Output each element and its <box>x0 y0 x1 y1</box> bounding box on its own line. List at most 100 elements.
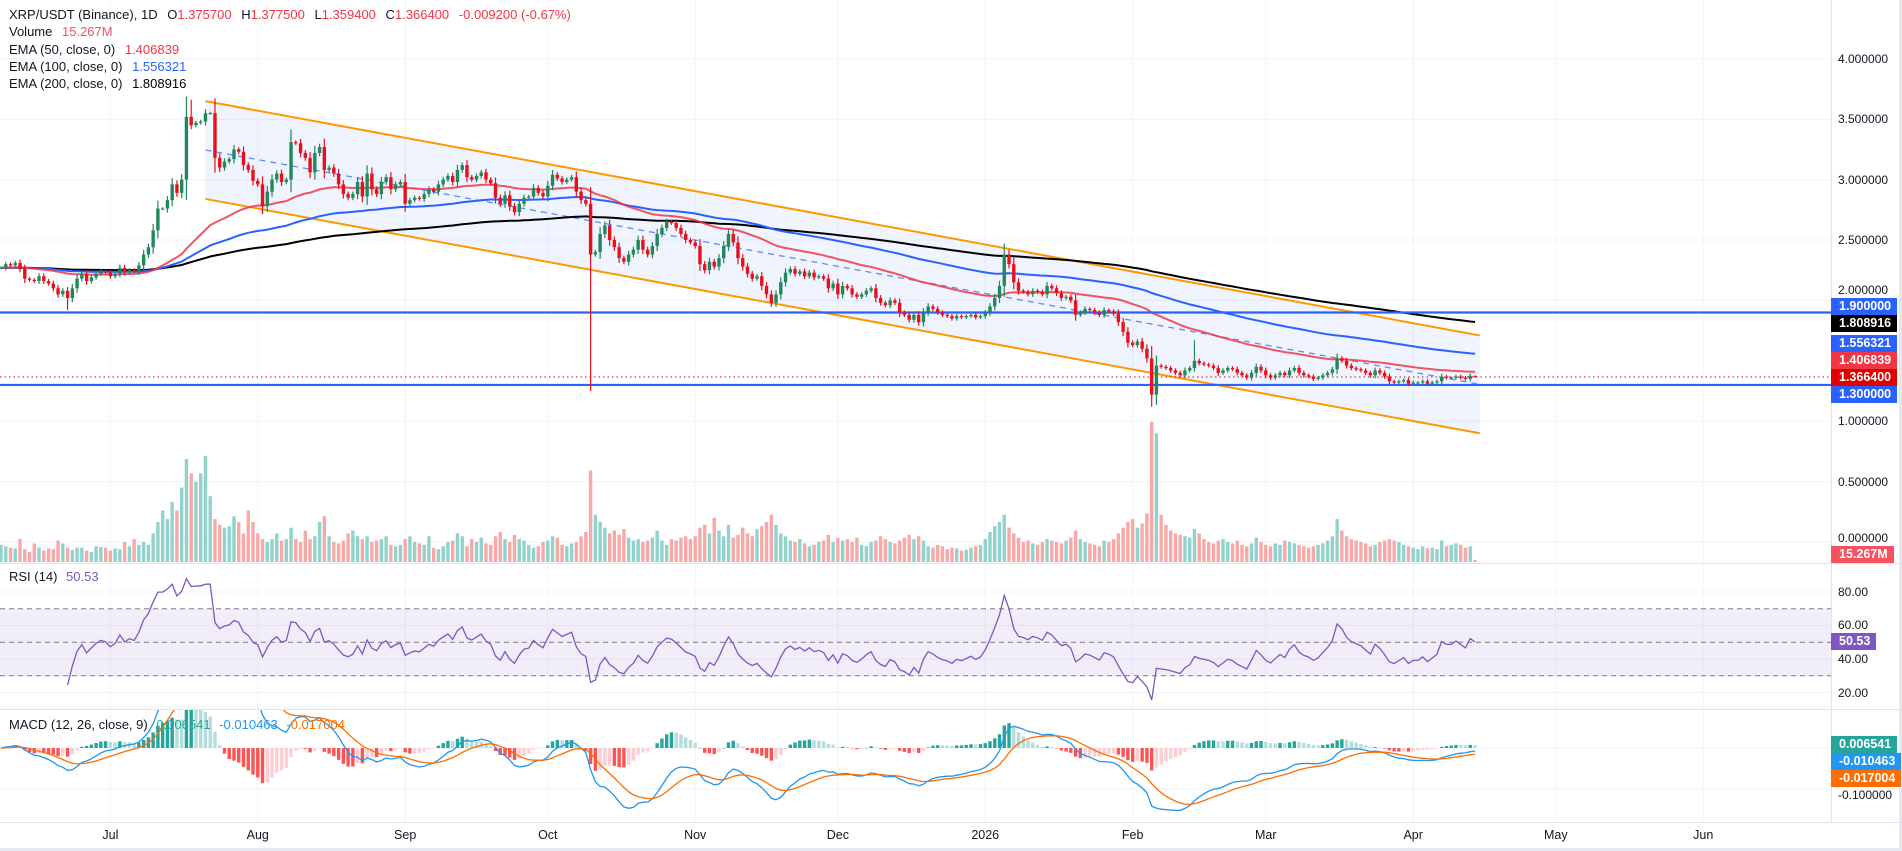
macd-histogram-bar <box>460 736 464 748</box>
volume-bar <box>1149 421 1154 562</box>
candle-body <box>1188 368 1192 371</box>
macd-histogram-bar <box>1283 743 1287 748</box>
candle-body <box>1292 368 1297 371</box>
candle <box>308 152 312 179</box>
macd-histogram-bar <box>1392 748 1396 752</box>
candle-body <box>132 270 136 272</box>
pane-separator[interactable] <box>0 563 1899 564</box>
candle-body <box>398 182 403 185</box>
macd-histogram-bar <box>1468 744 1472 748</box>
candle-body <box>555 174 560 179</box>
pane-separator[interactable] <box>0 709 1899 710</box>
macd-histogram-bar <box>1164 748 1168 762</box>
candle-body <box>517 203 521 213</box>
macd-histogram-bar <box>750 748 754 753</box>
main-legend: XRP/USDT (Binance), 1D O1.375700 H1.3775… <box>9 6 571 92</box>
candle-body <box>1021 290 1025 292</box>
candle-body <box>446 175 450 180</box>
candle <box>199 119 203 125</box>
volume-bar <box>1154 433 1159 562</box>
candle-body <box>374 189 379 195</box>
volume-bar <box>636 539 640 562</box>
volume-bar <box>156 521 160 562</box>
symbol-title[interactable]: XRP/USDT (Binance), 1D <box>9 7 158 22</box>
candle-body <box>165 200 170 209</box>
candle <box>950 313 954 321</box>
candle-body <box>1249 372 1254 378</box>
candle <box>1302 370 1306 378</box>
candle <box>460 162 464 173</box>
volume-bar <box>175 510 179 562</box>
symbol-row[interactable]: XRP/USDT (Binance), 1D O1.375700 H1.3775… <box>9 6 571 23</box>
candle <box>1192 340 1197 372</box>
volume-bar <box>1306 547 1311 562</box>
ema200-legend[interactable]: EMA (200, close, 0) 1.808916 <box>9 75 571 92</box>
ema50-legend[interactable]: EMA (50, close, 0) 1.406839 <box>9 41 571 58</box>
candle-body <box>1430 382 1434 384</box>
macd-label: MACD (12, 26, close, 9) <box>9 717 148 732</box>
volume-bar <box>1221 539 1225 562</box>
ema100-legend[interactable]: EMA (100, close, 0) 1.556321 <box>9 58 571 75</box>
volume-bar <box>1035 544 1040 562</box>
macd-histogram-bar <box>674 732 678 748</box>
candle <box>959 314 964 320</box>
volume-bar <box>935 544 940 562</box>
volume-bar <box>1064 540 1068 562</box>
candle-body <box>1435 381 1439 383</box>
candle <box>227 156 231 164</box>
candle-body <box>127 270 132 273</box>
volume-bar <box>1007 527 1011 562</box>
macd-histogram-bar <box>1354 742 1358 748</box>
macd-histogram-bar <box>1059 748 1064 751</box>
candle <box>251 165 255 186</box>
macd-histogram-bar <box>355 748 360 764</box>
candle-body <box>122 267 127 273</box>
macd-histogram-bar <box>921 748 926 751</box>
candle-body <box>1316 377 1320 379</box>
candle-body <box>455 169 460 183</box>
macd-legend[interactable]: MACD (12, 26, close, 9) 0.006541 -0.0104… <box>9 717 345 732</box>
candle <box>294 140 298 146</box>
candle-body <box>1164 366 1168 369</box>
volume-bar <box>798 539 802 562</box>
candle-body <box>151 230 155 248</box>
candle <box>46 278 51 286</box>
rsi-line <box>66 577 1476 701</box>
price-tick-label: 3.000000 <box>1838 172 1889 187</box>
rsi-value: 50.53 <box>66 569 99 584</box>
volume-bar <box>1249 543 1254 562</box>
volume-bar <box>893 543 897 562</box>
macd-histogram-bar <box>527 748 531 754</box>
time-axis-label: Feb <box>1121 828 1144 842</box>
macd-histogram-bar <box>864 747 869 749</box>
candle-body <box>850 288 854 295</box>
candle <box>0 266 3 270</box>
candle-body <box>1287 370 1292 376</box>
volume-bar <box>203 456 208 562</box>
macd-histogram-bar <box>1278 742 1282 748</box>
macd-histogram-bar <box>1306 743 1311 748</box>
volume-bar <box>1401 544 1406 562</box>
candle-body <box>764 285 769 295</box>
candle <box>113 271 117 279</box>
candle-body <box>974 314 978 318</box>
macd-histogram-bar <box>1287 742 1292 748</box>
candle <box>156 200 160 239</box>
candle-body <box>1012 264 1016 283</box>
macd-histogram-bar <box>712 748 716 755</box>
candle <box>1235 366 1239 376</box>
volume-bar <box>455 533 460 562</box>
macd-histogram-bar <box>831 744 835 748</box>
macd-histogram-bar <box>645 748 650 752</box>
macd-histogram-bar <box>774 748 778 760</box>
candle-body <box>1154 365 1159 395</box>
macd-histogram-bar <box>32 748 36 754</box>
rsi-legend[interactable]: RSI (14) 50.53 <box>9 569 99 584</box>
level-1.3-tag: 1.300000 <box>1831 386 1898 403</box>
candle-body <box>688 240 693 243</box>
price-axis[interactable] <box>1831 0 1900 822</box>
candle <box>75 274 79 293</box>
volume-bar <box>479 537 483 562</box>
volume-legend[interactable]: Volume 15.267M <box>9 23 571 40</box>
